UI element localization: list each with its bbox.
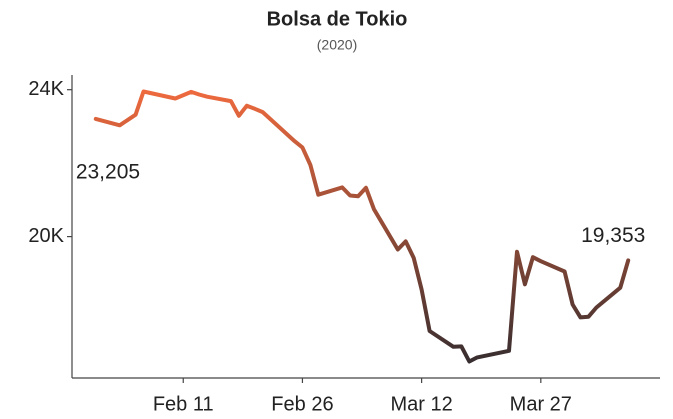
- x-tick-label: Feb 11: [153, 393, 214, 415]
- y-tick-label: 20K: [28, 225, 64, 247]
- chart-subtitle: (2020): [317, 37, 357, 53]
- value-label: 23,205: [76, 160, 140, 183]
- x-tick-label: Mar 27: [510, 393, 572, 415]
- x-tick-label: Feb 26: [271, 393, 333, 415]
- price-line: [93, 89, 631, 364]
- value-label: 19,353: [581, 224, 645, 247]
- chart-title: Bolsa de Tokio: [267, 8, 408, 30]
- x-tick-label: Mar 12: [390, 393, 452, 415]
- y-tick-label: 24K: [28, 78, 64, 100]
